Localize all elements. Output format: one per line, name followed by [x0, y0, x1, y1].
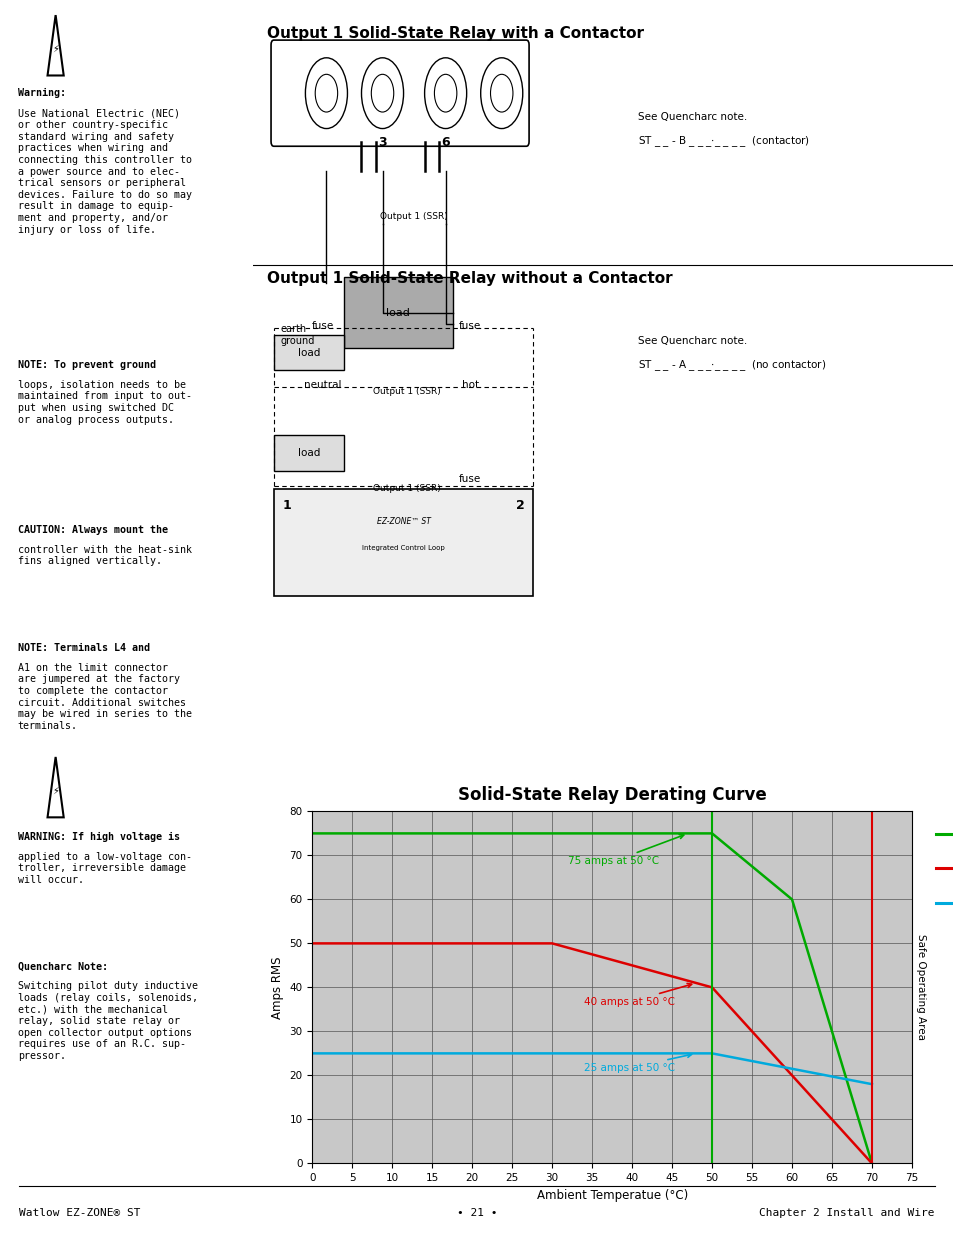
Text: Integrated Control Loop: Integrated Control Loop: [362, 545, 444, 551]
Text: neutral: neutral: [304, 380, 341, 390]
Text: load: load: [297, 347, 320, 358]
Bar: [274, 335, 344, 370]
Text: Warning:: Warning:: [18, 89, 66, 99]
Text: fuse: fuse: [458, 321, 481, 331]
Y-axis label: Amps RMS: Amps RMS: [271, 956, 284, 1019]
Text: 40 amps at 50 °C: 40 amps at 50 °C: [583, 983, 691, 1007]
Text: NOTE: Terminals L4 and: NOTE: Terminals L4 and: [18, 642, 150, 653]
Text: 2: 2: [516, 499, 524, 511]
Bar: [344, 277, 452, 348]
Text: EZ-ZONE™ ST: EZ-ZONE™ ST: [376, 516, 430, 526]
Text: ST _ _ - B _ _ _$\cdot$_ _ _ _  (contactor): ST _ _ - B _ _ _$\cdot$_ _ _ _ (contacto…: [638, 135, 809, 149]
FancyBboxPatch shape: [271, 40, 529, 146]
Text: 25 amps at 50 °C: 25 amps at 50 °C: [583, 1053, 691, 1073]
Text: Output 1 Solid-State Relay without a Contactor: Output 1 Solid-State Relay without a Con…: [267, 272, 672, 287]
Text: Switching pilot duty inductive
loads (relay coils, solenoids,
etc.) with the mec: Switching pilot duty inductive loads (re…: [18, 982, 197, 1061]
Text: loops, isolation needs to be
maintained from input to out-
put when using switch: loops, isolation needs to be maintained …: [18, 380, 192, 425]
Text: 3: 3: [377, 136, 386, 148]
Text: Quencharc Note:: Quencharc Note:: [18, 961, 108, 971]
Text: hot: hot: [461, 380, 478, 390]
Text: Safe Operating Area: Safe Operating Area: [915, 935, 924, 1040]
Text: ⚡: ⚡: [52, 44, 59, 54]
Text: ⚡: ⚡: [52, 785, 59, 795]
Text: 75 amps at 50 °C: 75 amps at 50 °C: [568, 835, 683, 866]
Circle shape: [305, 58, 347, 128]
Bar: [274, 489, 533, 595]
Text: load: load: [297, 448, 320, 458]
Text: WARNING: If high voltage is: WARNING: If high voltage is: [18, 831, 179, 841]
Text: Use National Electric (NEC)
or other country-specific
standard wiring and safety: Use National Electric (NEC) or other cou…: [18, 109, 192, 235]
Text: Chapter 2 Install and Wire: Chapter 2 Install and Wire: [759, 1208, 934, 1218]
Text: Output 1 (SSR): Output 1 (SSR): [373, 484, 440, 493]
Text: 1: 1: [282, 499, 291, 511]
X-axis label: Ambient Temperatue (°C): Ambient Temperatue (°C): [536, 1188, 687, 1202]
Text: Output 1 (SSR): Output 1 (SSR): [373, 387, 440, 396]
Text: applied to a low-voltage con-
troller, irreversible damage
will occur.: applied to a low-voltage con- troller, i…: [18, 852, 192, 884]
Text: fuse: fuse: [458, 474, 481, 484]
Text: earth
ground: earth ground: [280, 325, 314, 346]
Circle shape: [424, 58, 466, 128]
Circle shape: [371, 74, 394, 112]
Text: See Quencharc note.: See Quencharc note.: [638, 336, 747, 346]
Text: CAUTION: Always mount the: CAUTION: Always mount the: [18, 525, 168, 535]
Text: See Quencharc note.: See Quencharc note.: [638, 112, 747, 122]
Bar: [274, 435, 344, 471]
Text: fuse: fuse: [312, 321, 334, 331]
Text: 6: 6: [441, 136, 450, 148]
Circle shape: [434, 74, 456, 112]
Text: • 21 •: • 21 •: [456, 1208, 497, 1218]
Circle shape: [480, 58, 522, 128]
Text: Watlow EZ-ZONE® ST: Watlow EZ-ZONE® ST: [19, 1208, 140, 1218]
Text: load: load: [386, 308, 410, 317]
Text: controller with the heat-sink
fins aligned vertically.: controller with the heat-sink fins align…: [18, 545, 192, 567]
Text: Output 1 (SSR): Output 1 (SSR): [380, 212, 448, 221]
Text: NOTE: To prevent ground: NOTE: To prevent ground: [18, 359, 155, 369]
Circle shape: [314, 74, 337, 112]
Title: Solid-State Relay Derating Curve: Solid-State Relay Derating Curve: [457, 787, 766, 804]
Text: Output 1 Solid-State Relay with a Contactor: Output 1 Solid-State Relay with a Contac…: [267, 26, 643, 41]
Circle shape: [490, 74, 513, 112]
Circle shape: [361, 58, 403, 128]
Text: ST _ _ - A _ _ _$\cdot$_ _ _ _  (no contactor): ST _ _ - A _ _ _$\cdot$_ _ _ _ (no conta…: [638, 358, 825, 373]
Text: A1 on the limit connector
are jumpered at the factory
to complete the contactor
: A1 on the limit connector are jumpered a…: [18, 663, 192, 731]
